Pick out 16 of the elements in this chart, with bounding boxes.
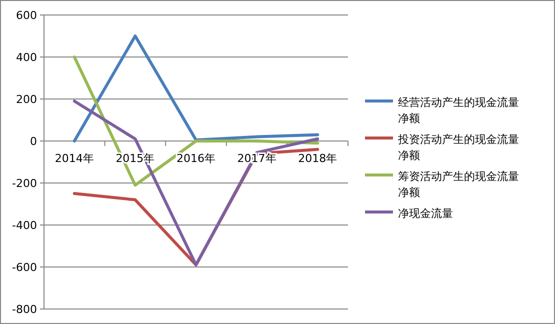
legend-label: 投资活动产生的现金流量净额 bbox=[397, 133, 519, 162]
x-tick-label: 2016年 bbox=[176, 152, 216, 165]
line-series bbox=[72, 34, 320, 142]
y-tick-label: -600 bbox=[12, 261, 37, 274]
x-tick-label: 2014年 bbox=[54, 152, 94, 165]
y-tick-label: 200 bbox=[16, 93, 37, 106]
x-tick-label: 2018年 bbox=[298, 152, 338, 165]
y-tick-label: -800 bbox=[12, 303, 37, 316]
legend-label: 筹资活动产生的现金流量净额 bbox=[398, 170, 519, 199]
y-tick-label: 400 bbox=[16, 51, 37, 64]
y-tick-label: -200 bbox=[12, 177, 37, 190]
y-tick-label: -400 bbox=[12, 219, 37, 232]
y-tick-label: 0 bbox=[30, 135, 37, 148]
y-tick-label: 600 bbox=[16, 9, 37, 22]
legend-label: 净现金流量 bbox=[398, 207, 453, 220]
legend-label: 经营活动产生的现金流量净额 bbox=[398, 96, 519, 125]
